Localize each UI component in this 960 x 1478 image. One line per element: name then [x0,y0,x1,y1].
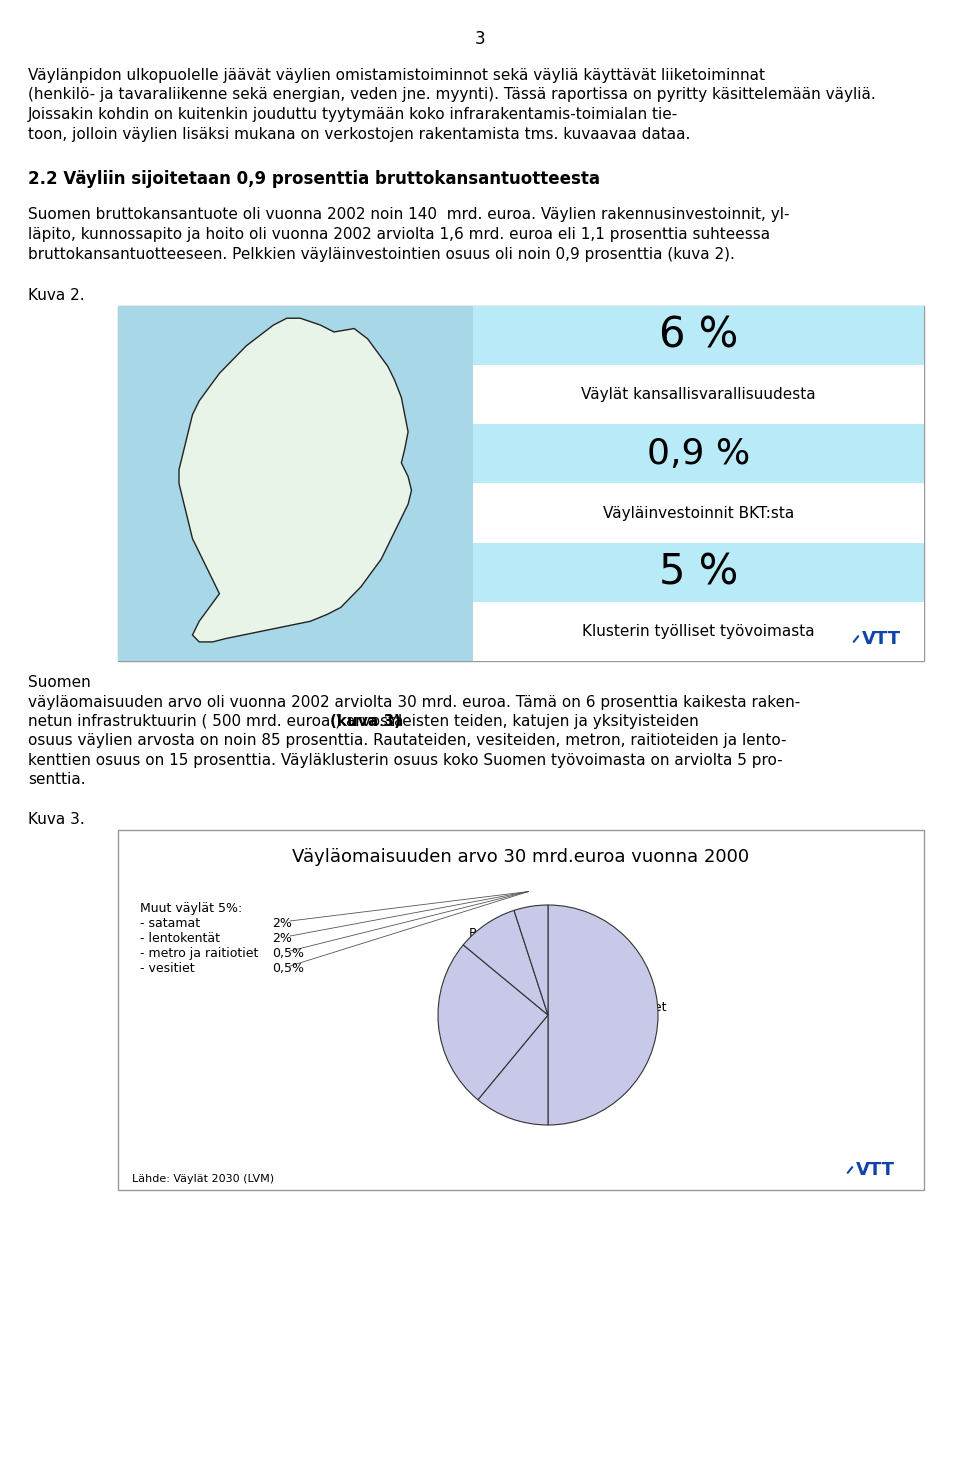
Bar [118,306,924,661]
Text: Kadut ja
kaavatiet
25 %: Kadut ja kaavatiet 25 % [438,1001,496,1043]
Text: Kuva 3.: Kuva 3. [28,811,84,828]
Text: Joissakin kohdin on kuitenkin jouduttu tyytymään koko infrarakentamis-toimialan : Joissakin kohdin on kuitenkin jouduttu t… [28,106,679,123]
Bar [118,306,472,661]
Text: kenttien osuus on 15 prosenttia. Väyläklusterin osuus koko Suomen työvoimasta on: kenttien osuus on 15 prosenttia. Väyläkl… [28,752,782,769]
Text: Muut väylät 5%:: Muut väylät 5%: [140,902,242,915]
Wedge shape [548,905,658,1125]
Text: - vesitiet: - vesitiet [140,962,195,975]
Text: läpito, kunnossapito ja hoito oli vuonna 2002 arviolta 1,6 mrd. euroa eli 1,1 pr: läpito, kunnossapito ja hoito oli vuonna… [28,228,770,242]
Bar [118,831,924,1190]
Text: 3: 3 [474,30,486,47]
Text: VTT: VTT [862,630,901,647]
Text: netun infrastruktuurin ( 500 mrd. euroa.) arvosta: netun infrastruktuurin ( 500 mrd. euroa.… [28,714,408,729]
Bar [472,424,924,483]
Text: Väylänpidon ulkopuolelle jäävät väylien omistamistoiminnot sekä väyliä käyttävät: Väylänpidon ulkopuolelle jäävät väylien … [28,68,765,83]
Text: Väyläinvestoinnit BKT:sta: Väyläinvestoinnit BKT:sta [603,505,794,520]
Text: - satamat: - satamat [140,916,200,930]
Wedge shape [464,910,548,1015]
Wedge shape [514,905,548,1015]
Text: 2%: 2% [272,916,292,930]
Text: toon, jolloin väylien lisäksi mukana on verkostojen rakentamista tms. kuvaavaa d: toon, jolloin väylien lisäksi mukana on … [28,127,690,142]
Text: Suomen bruttokansantuote oli vuonna 2002 noin 140  mrd. euroa. Väylien rakennusi: Suomen bruttokansantuote oli vuonna 2002… [28,207,789,223]
Text: 2.2 Väyliin sijoitetaan 0,9 prosenttia bruttokansantuotteesta: 2.2 Väyliin sijoitetaan 0,9 prosenttia b… [28,170,600,188]
Text: Rautatiet
9 %: Rautatiet 9 % [468,927,526,955]
Text: VTT: VTT [856,1162,895,1179]
Text: 0,5%: 0,5% [272,947,304,961]
Bar [472,542,924,602]
Text: 2%: 2% [272,933,292,944]
Text: osuus väylien arvosta on noin 85 prosenttia. Rautateiden, vesiteiden, metron, ra: osuus väylien arvosta on noin 85 prosent… [28,733,786,748]
Text: senttia.: senttia. [28,773,85,788]
Text: Klusterin työlliset työvoimasta: Klusterin työlliset työvoimasta [582,624,815,638]
Bar [472,365,924,424]
Wedge shape [438,944,548,1100]
Text: 6 %: 6 % [659,315,738,356]
Bar [472,483,924,542]
Text: 0,5%: 0,5% [272,962,304,975]
Text: Suomen: Suomen [28,675,91,690]
Bar [472,602,924,661]
Text: - metro ja raitiotiet: - metro ja raitiotiet [140,947,258,961]
Text: Yksityiset
tiet 11 %: Yksityiset tiet 11 % [490,1080,549,1108]
Text: Lähde: Väylät 2030 (LVM): Lähde: Väylät 2030 (LVM) [132,1174,275,1184]
Text: Väylät kansallisvarallisuudesta: Väylät kansallisvarallisuudesta [581,387,816,402]
Text: 5 %: 5 % [659,551,738,593]
Text: . Yleisten teiden, katujen ja yksityisteiden: . Yleisten teiden, katujen ja yksityiste… [379,714,699,729]
Text: 0,9 %: 0,9 % [647,437,750,471]
Polygon shape [179,318,412,641]
Text: bruttokansantuotteeseen. Pelkkien väyläinvestointien osuus oli noin 0,9 prosentt: bruttokansantuotteeseen. Pelkkien väyläi… [28,247,734,262]
Text: (kuva 3): (kuva 3) [330,714,401,729]
Text: väyläomaisuuden arvo oli vuonna 2002 arviolta 30 mrd. euroa. Tämä on 6 prosentti: väyläomaisuuden arvo oli vuonna 2002 arv… [28,695,801,709]
Bar [472,306,924,365]
Text: Yleiset tiet
50 %: Yleiset tiet 50 % [600,1001,666,1029]
Text: Väyläomaisuuden arvo 30 mrd.euroa vuonna 2000: Väyläomaisuuden arvo 30 mrd.euroa vuonna… [293,848,750,866]
Text: (henkilö- ja tavaraliikenne sekä energian, veden jne. myynti). Tässä raportissa : (henkilö- ja tavaraliikenne sekä energia… [28,87,876,102]
Text: Kuva 2.: Kuva 2. [28,288,84,303]
Wedge shape [478,1015,548,1125]
Text: - lentokentät: - lentokentät [140,933,220,944]
